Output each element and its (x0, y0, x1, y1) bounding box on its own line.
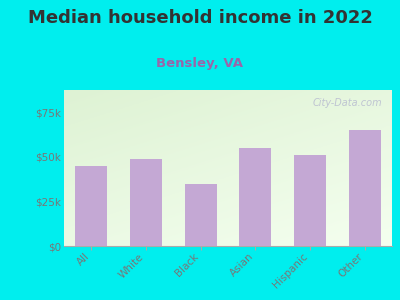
Text: Bensley, VA: Bensley, VA (156, 57, 244, 70)
Bar (349, 130, 380, 246)
Bar (130, 159, 162, 246)
Bar (240, 148, 271, 246)
Text: Median household income in 2022: Median household income in 2022 (28, 9, 372, 27)
Text: City-Data.com: City-Data.com (312, 98, 382, 108)
Bar (185, 184, 216, 246)
Bar (294, 155, 326, 246)
Bar (76, 166, 107, 246)
